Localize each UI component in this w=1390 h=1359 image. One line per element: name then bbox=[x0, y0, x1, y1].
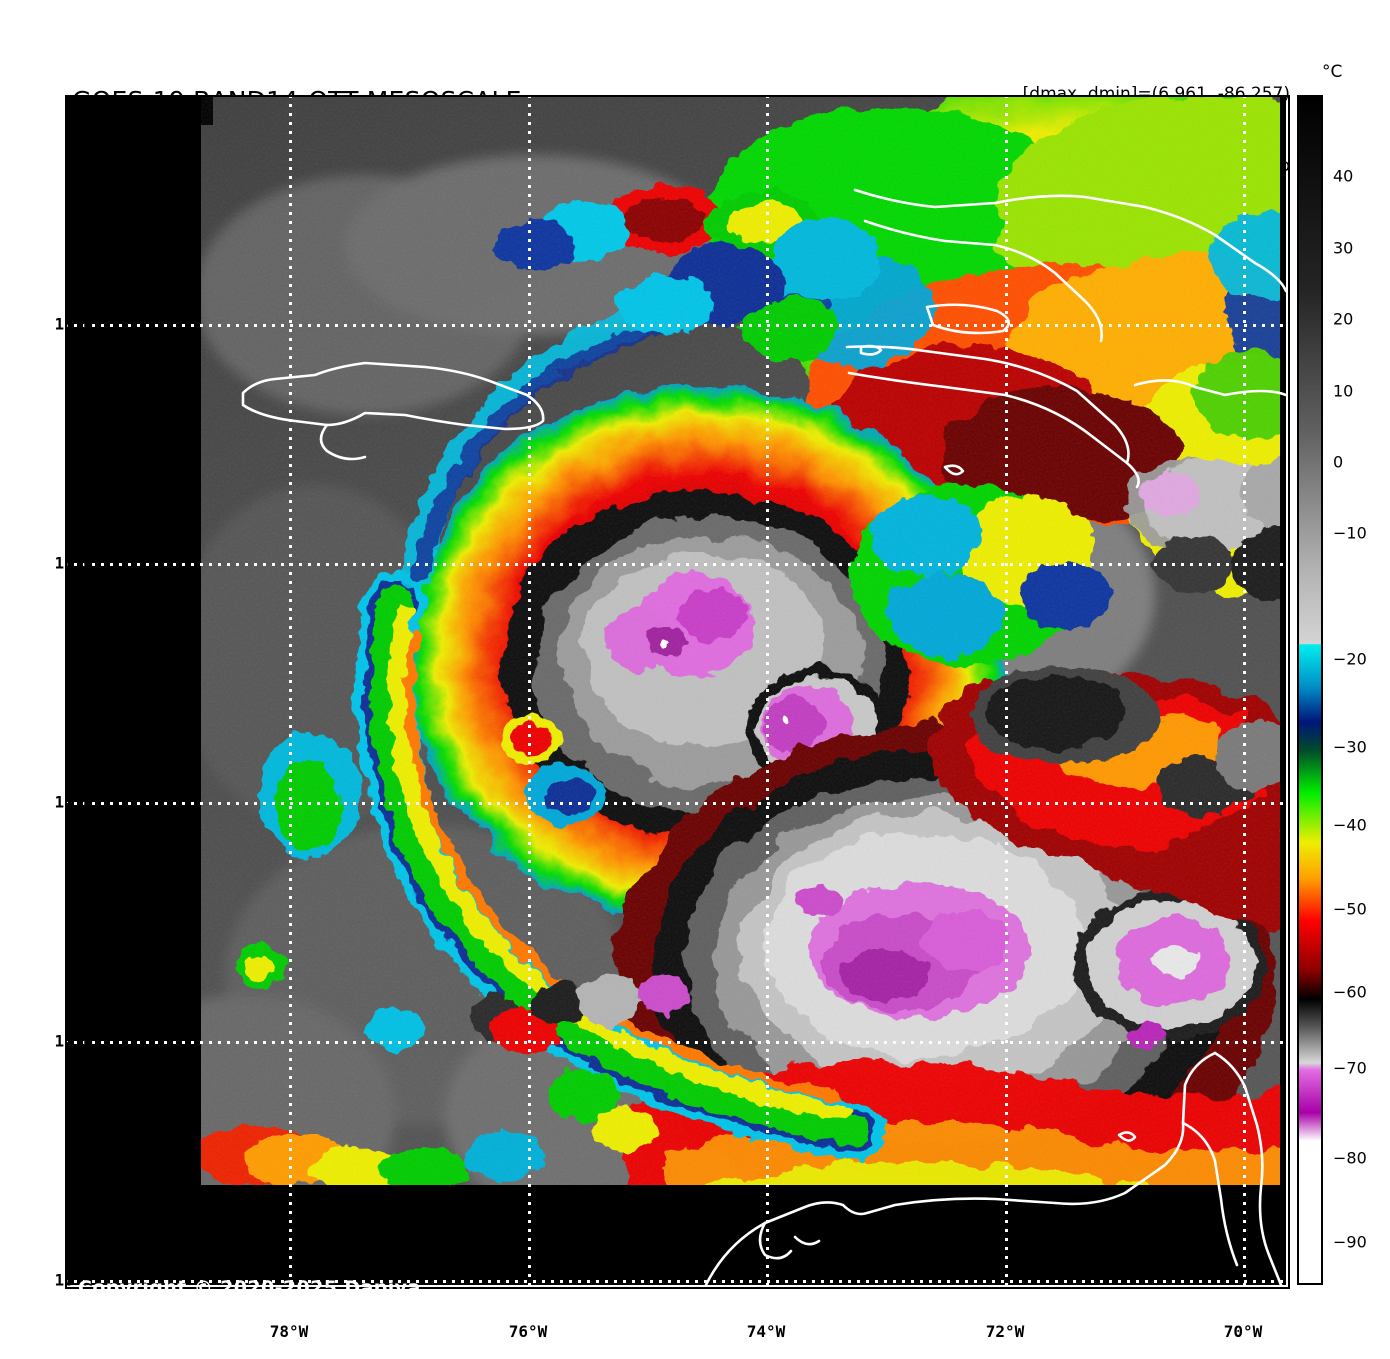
colorbar-tick-30: 30 bbox=[1333, 238, 1354, 258]
coastline-overlay bbox=[241, 188, 1286, 1285]
colorbar-tick-m80: −80 bbox=[1333, 1148, 1367, 1168]
colorbar bbox=[1297, 95, 1323, 1285]
lat-tick-12: 12°N bbox=[54, 1031, 93, 1051]
colorbar-tick-m70: −70 bbox=[1333, 1058, 1367, 1078]
lon-tick-74: 74°W bbox=[746, 1322, 786, 1341]
colorbar-tick-0: 0 bbox=[1333, 452, 1344, 472]
lon-tick-72: 72°W bbox=[985, 1322, 1025, 1341]
colorbar-tick-10: 10 bbox=[1333, 381, 1354, 401]
colorbar-tick-m30: −30 bbox=[1333, 737, 1367, 757]
lat-tick-10: 10°N bbox=[54, 1270, 93, 1290]
colorbar-tick-m20: −20 bbox=[1333, 649, 1367, 669]
satellite-imagery bbox=[65, 95, 1286, 1285]
colorbar-tick-m10: −10 bbox=[1333, 523, 1367, 543]
colorbar-tick-m60: −60 bbox=[1333, 982, 1367, 1002]
lon-tick-78: 78°W bbox=[269, 1322, 309, 1341]
colorbar-unit-label: °C bbox=[1322, 62, 1343, 82]
lon-tick-70: 70°W bbox=[1223, 1322, 1263, 1341]
lat-tick-14: 14°N bbox=[54, 792, 93, 812]
colorbar-tick-20: 20 bbox=[1333, 309, 1354, 329]
lat-tick-16: 16°N bbox=[54, 553, 93, 573]
lat-tick-18: 18°N bbox=[54, 314, 93, 334]
lon-tick-76: 76°W bbox=[508, 1322, 548, 1341]
copyright-notice: Copyright © 2020-2025 Dapiya bbox=[78, 1277, 421, 1299]
colorbar-tick-m40: −40 bbox=[1333, 815, 1367, 835]
colorbar-tick-m50: −50 bbox=[1333, 899, 1367, 919]
colorbar-gradient bbox=[1299, 97, 1321, 1283]
satellite-image-panel bbox=[65, 95, 1286, 1285]
colorbar-tick-m90: −90 bbox=[1333, 1232, 1367, 1252]
colorbar-tick-40: 40 bbox=[1333, 166, 1354, 186]
